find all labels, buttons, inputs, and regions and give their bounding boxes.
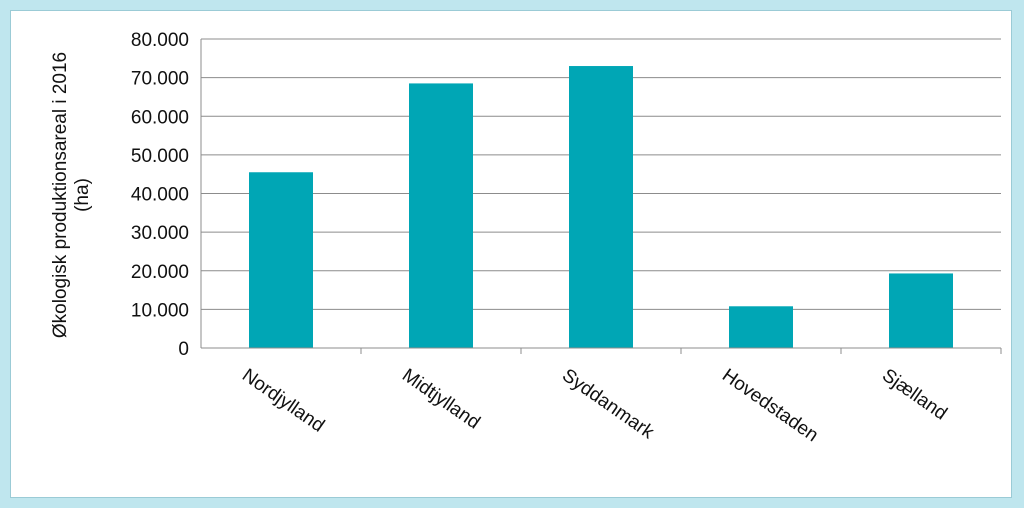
x-category-label: Hovedstaden [718,365,822,446]
bar-syddanmark [569,66,633,348]
y-tick-labels: 0 10.000 20.000 30.000 40.000 50.000 60.000 70.… [131,30,189,360]
x-category-label: Nordjylland [238,365,328,437]
bars [249,66,953,348]
y-tick-label: 70.000 [131,69,189,90]
axes [200,39,1002,354]
y-tick-label: 30.000 [131,223,189,244]
y-tick-label: 0 [178,339,189,360]
chart-frame: 0 10.000 20.000 30.000 40.000 50.000 60.000 70.… [10,10,1012,498]
x-category-labels: Nordjylland Midtjylland Syddanmark Hovedsta… [238,365,951,446]
y-tick-label: 50.000 [131,146,189,167]
y-axis-label-line-2: (ha) [72,178,93,212]
bar-sjælland [889,273,953,348]
y-tick-label: 40.000 [131,185,189,206]
x-category-label: Syddanmark [558,365,658,444]
bar-midtjylland [409,83,473,348]
bar-hovedstaden [729,306,793,348]
y-tick-label: 20.000 [131,262,189,283]
bar-nordjylland [249,172,313,348]
y-axis-label: Økologisk produktionsareal i 2016 (ha) [50,52,93,338]
bar-chart: 0 10.000 20.000 30.000 40.000 50.000 60.000 70.… [50,30,1002,446]
y-axis-label-line-1: Økologisk produktionsareal i 2016 [50,52,71,338]
y-tick-label: 80.000 [131,30,189,51]
x-category-label: Midtjylland [398,365,484,434]
x-category-label: Sjælland [878,365,951,425]
y-tick-label: 10.000 [131,300,189,321]
y-tick-label: 60.000 [131,107,189,128]
